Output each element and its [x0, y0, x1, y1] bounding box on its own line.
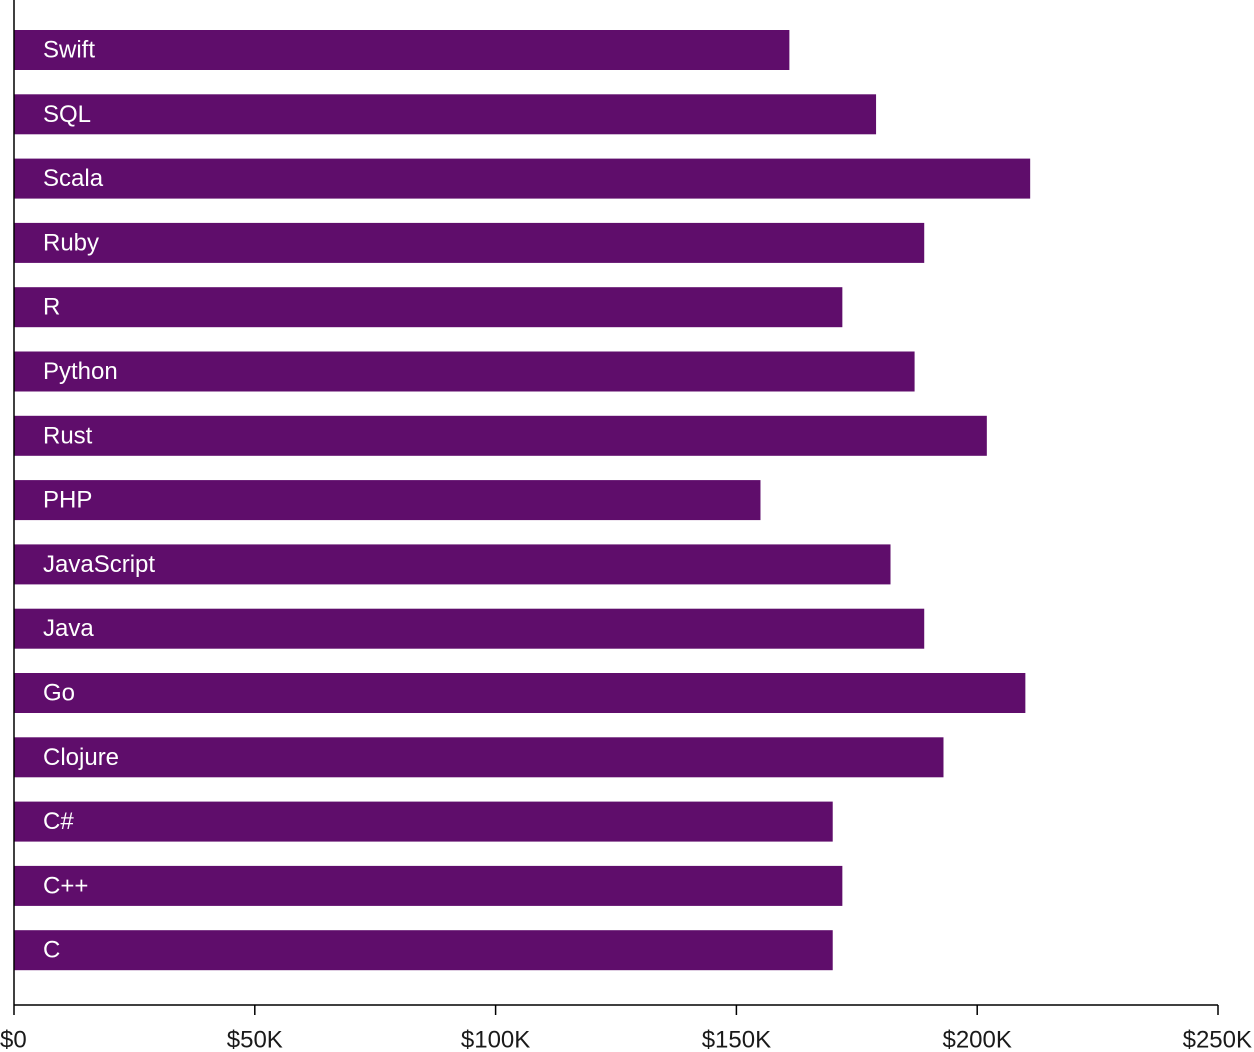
bar-label: Java [43, 615, 94, 642]
bar-java [14, 608, 925, 649]
bar-label: Scala [43, 165, 104, 192]
bar-label: C# [43, 808, 74, 835]
bar-label: Ruby [43, 229, 99, 256]
bar-label: SQL [43, 101, 91, 128]
bar-clojure [14, 737, 944, 778]
x-tick-label: $50K [227, 1027, 283, 1052]
bar-swift [14, 30, 790, 70]
x-tick-label: $150K [702, 1027, 771, 1052]
bar-labels-group: Swift SQL Scala Ruby R Python Rust PHP JavaScrip… [43, 37, 155, 964]
bar-php [14, 480, 761, 521]
bar-label: Swift [43, 37, 95, 64]
x-tick-label: $200K [942, 1027, 1011, 1052]
bar-python [14, 351, 915, 392]
bar-label: Rust [43, 422, 93, 449]
bars-group [14, 30, 1031, 971]
bar-go [14, 673, 1026, 713]
bar-label: C [43, 937, 60, 964]
bar-c [14, 801, 833, 842]
bar-c [14, 930, 833, 971]
bar-c [14, 865, 843, 906]
bar-label: R [43, 294, 60, 321]
bar-scala [14, 158, 1031, 199]
bar-javascript [14, 544, 891, 585]
x-axis-ticks: $0 $50K $100K $150K $200K $250K [0, 1005, 1252, 1052]
bar-ruby [14, 222, 925, 263]
bar-label: JavaScript [43, 551, 155, 578]
bar-label: Python [43, 358, 118, 385]
bar-label: Clojure [43, 744, 119, 771]
bar-label: PHP [43, 487, 92, 514]
x-tick-label: $250K [1183, 1027, 1252, 1052]
bar-label: C++ [43, 872, 88, 899]
x-tick-label: $0 [0, 1027, 27, 1052]
x-tick-label: $100K [461, 1027, 530, 1052]
bar-r [14, 287, 843, 328]
bar-sql [14, 94, 877, 135]
bar-label: Go [43, 680, 75, 707]
bar-rust [14, 415, 987, 456]
